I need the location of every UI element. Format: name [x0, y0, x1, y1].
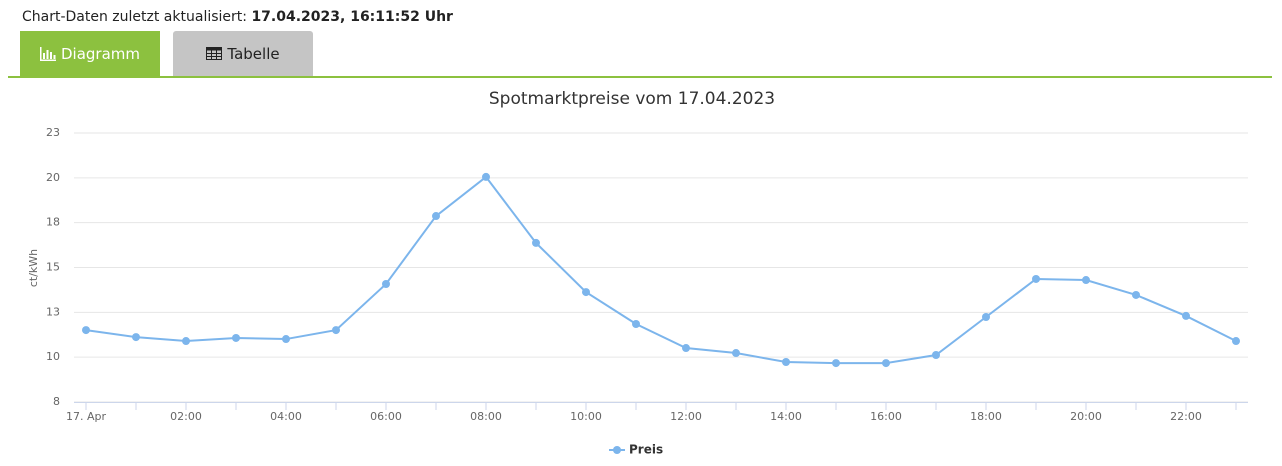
data-point	[332, 326, 340, 335]
chart-title: Spotmarktpreise vom 17.04.2023	[489, 89, 775, 109]
y-axis-title: ct/kWh	[27, 249, 40, 287]
x-tick-label: 14:00	[770, 410, 802, 423]
x-tick-label: 12:00	[670, 410, 702, 423]
legend-marker	[613, 446, 621, 454]
tab-diagram[interactable]: Diagramm	[20, 31, 160, 76]
chart-icon	[39, 46, 56, 61]
data-point	[732, 349, 740, 358]
data-point	[432, 212, 440, 221]
data-point	[782, 358, 790, 367]
update-timestamp: 17.04.2023, 16:11:52 Uhr	[251, 9, 453, 25]
tab-underline	[8, 76, 1272, 78]
data-point	[382, 279, 390, 288]
y-tick-label: 18	[46, 216, 60, 229]
x-tick-label: 08:00	[470, 410, 502, 423]
data-point	[1232, 337, 1240, 346]
data-point	[582, 288, 590, 297]
data-point	[232, 333, 240, 342]
data-point	[982, 312, 990, 321]
data-point	[1182, 311, 1190, 320]
data-point	[682, 344, 690, 353]
tab-table[interactable]: Tabelle	[173, 31, 313, 76]
y-tick-label: 20	[46, 171, 60, 184]
data-point	[532, 238, 540, 247]
update-info: Chart-Daten zuletzt aktualisiert: 17.04.…	[22, 9, 453, 25]
data-point	[1032, 274, 1040, 283]
tab-label: Diagramm	[60, 44, 140, 63]
data-point	[1132, 290, 1140, 299]
y-tick-label: 15	[46, 261, 60, 274]
data-point	[882, 359, 890, 368]
data-point	[832, 359, 840, 368]
tab-label: Tabelle	[227, 44, 280, 63]
x-tick-label: 18:00	[970, 410, 1002, 423]
legend-label: Preis	[629, 443, 663, 457]
table-icon	[206, 47, 223, 60]
x-tick-label: 06:00	[370, 410, 402, 423]
y-tick-label: 23	[46, 126, 60, 139]
y-tick-label: 8	[53, 395, 60, 408]
x-tick-label: 02:00	[170, 410, 202, 423]
series-line	[85, 175, 1237, 365]
data-point	[932, 351, 940, 360]
data-point	[82, 326, 90, 335]
y-tick-label: 10	[46, 350, 60, 363]
x-tick-label: 04:00	[270, 410, 302, 423]
x-tick-label: 22:00	[1170, 410, 1202, 423]
x-tick-label: 10:00	[570, 410, 602, 423]
data-point	[182, 337, 190, 346]
data-point	[282, 335, 290, 344]
x-tick-label: 17. Apr	[66, 410, 106, 423]
data-point	[132, 333, 140, 342]
x-tick-label: 16:00	[870, 410, 902, 423]
x-tick-label: 20:00	[1070, 410, 1102, 423]
data-point	[632, 319, 640, 328]
data-point	[482, 172, 490, 181]
y-tick-label: 13	[46, 305, 60, 318]
data-point	[1082, 276, 1090, 285]
update-label: Chart-Daten zuletzt aktualisiert:	[22, 9, 247, 25]
